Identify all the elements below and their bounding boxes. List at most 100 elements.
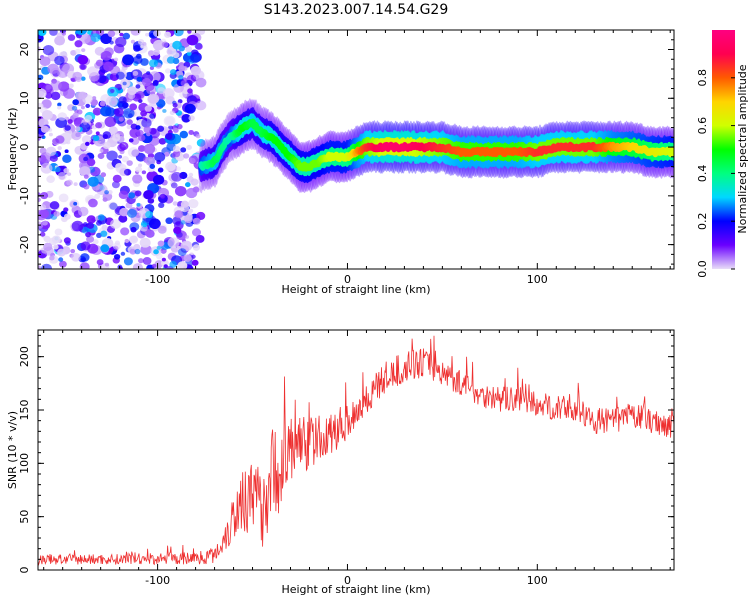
noise-speckle	[70, 252, 81, 262]
noise-speckle	[164, 68, 171, 74]
noise-speckle	[191, 228, 202, 237]
noise-speckle	[83, 121, 88, 125]
noise-speckle	[188, 115, 195, 121]
noise-speckle	[117, 100, 128, 110]
noise-speckle	[157, 240, 165, 247]
noise-speckle	[112, 174, 122, 183]
noise-speckle	[129, 235, 139, 244]
noise-speckle	[149, 113, 156, 119]
noise-speckle	[97, 152, 105, 160]
snr-ytick-label: 0	[18, 567, 31, 574]
noise-speckle	[127, 86, 137, 95]
noise-speckle	[80, 257, 87, 263]
noise-speckle	[96, 259, 104, 266]
spectrogram-ytick-label: -10	[18, 187, 31, 205]
noise-speckle	[127, 147, 140, 158]
noise-speckle	[130, 30, 141, 36]
noise-speckle	[145, 156, 156, 166]
noise-speckle	[70, 249, 76, 254]
noise-speckle	[153, 249, 159, 255]
noise-speckle	[177, 99, 183, 104]
noise-speckle	[176, 123, 183, 130]
noise-speckle	[80, 105, 85, 110]
noise-speckle	[57, 172, 67, 181]
spectrogram-xtick-label: 100	[527, 273, 548, 286]
noise-speckle	[43, 235, 51, 243]
noise-speckle	[115, 36, 127, 48]
noise-speckle	[43, 246, 54, 256]
noise-speckle	[172, 150, 181, 158]
spectrogram-xlabel: Height of straight line (km)	[281, 283, 430, 296]
noise-speckle	[48, 132, 53, 137]
noise-speckle	[57, 68, 69, 79]
noise-speckle	[178, 65, 186, 72]
noise-region	[38, 30, 207, 269]
noise-speckle	[195, 100, 207, 111]
noise-speckle	[64, 149, 69, 154]
noise-speckle	[144, 105, 152, 112]
noise-speckle	[132, 70, 139, 76]
noise-speckle	[161, 41, 169, 48]
noise-speckle	[165, 133, 173, 140]
noise-speckle	[113, 57, 119, 62]
spectrogram-ytick-label: 0	[18, 144, 31, 151]
noise-speckle	[101, 224, 108, 231]
noise-speckle	[135, 125, 141, 130]
noise-speckle	[74, 40, 83, 48]
noise-speckle	[192, 186, 200, 193]
noise-speckle	[107, 30, 116, 38]
colorbar-gradient	[712, 30, 735, 269]
noise-speckle	[141, 78, 152, 87]
noise-speckle	[39, 209, 50, 219]
noise-speckle	[188, 157, 196, 164]
noise-speckle	[75, 126, 81, 132]
noise-speckle	[141, 170, 147, 175]
noise-speckle	[79, 166, 91, 177]
noise-speckle	[80, 241, 91, 251]
noise-speckle	[135, 84, 141, 89]
noise-speckle	[107, 190, 113, 195]
noise-speckle	[161, 257, 166, 262]
noise-speckle	[45, 146, 57, 157]
noise-speckle	[90, 33, 101, 43]
noise-speckle	[41, 99, 52, 109]
noise-speckle	[38, 197, 41, 203]
noise-speckle	[122, 32, 131, 40]
noise-speckle	[108, 126, 118, 135]
noise-speckle	[172, 52, 180, 59]
noise-speckle	[115, 133, 121, 138]
noise-speckle	[118, 190, 129, 199]
noise-speckle	[152, 39, 165, 51]
noise-speckle	[38, 30, 47, 37]
noise-speckle	[40, 162, 53, 174]
noise-speckle	[92, 135, 100, 142]
noise-speckle	[103, 61, 114, 72]
noise-speckle	[120, 227, 130, 236]
noise-speckle	[40, 231, 46, 237]
noise-speckle	[110, 88, 115, 93]
noise-speckle	[188, 208, 194, 213]
noise-speckle	[86, 222, 95, 229]
noise-speckle	[188, 172, 194, 177]
noise-speckle	[118, 96, 127, 104]
noise-speckle	[180, 200, 189, 208]
noise-speckle	[195, 134, 201, 139]
noise-speckle	[119, 32, 124, 37]
noise-speckle	[77, 55, 89, 65]
noise-speckle	[132, 263, 143, 269]
snr-panel: -100 0 100 0 50 100 150 200 Height of straight …	[6, 329, 675, 596]
noise-speckle	[139, 237, 151, 248]
noise-speckle	[58, 257, 64, 262]
noise-speckle	[178, 75, 184, 80]
spectrogram-ylabel: Frequency (Hz)	[6, 108, 19, 191]
noise-speckle	[147, 50, 155, 57]
noise-speckle	[184, 235, 190, 239]
noise-speckle	[77, 206, 89, 217]
noise-speckle	[133, 243, 141, 251]
noise-speckle	[70, 77, 76, 82]
noise-speckle	[58, 193, 69, 203]
noise-speckle	[163, 264, 168, 269]
noise-speckle	[185, 46, 193, 53]
noise-speckle	[86, 158, 96, 167]
noise-speckle	[102, 197, 108, 202]
